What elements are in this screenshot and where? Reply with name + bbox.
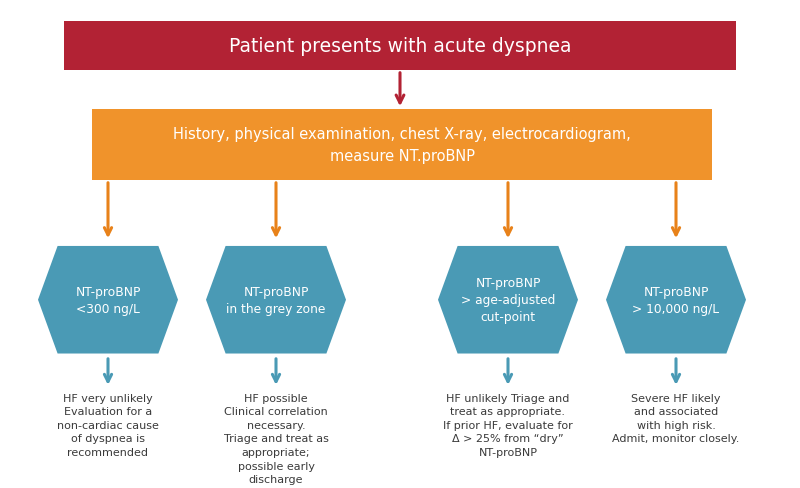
Text: NT-proBNP
<300 ng/L: NT-proBNP <300 ng/L: [75, 285, 141, 315]
Text: NT-proBNP
> age-adjusted
cut-point: NT-proBNP > age-adjusted cut-point: [461, 277, 555, 324]
Text: NT-proBNP
in the grey zone: NT-proBNP in the grey zone: [226, 285, 326, 315]
Polygon shape: [606, 246, 746, 354]
Text: History, physical examination, chest X-ray, electrocardiogram,
measure NT.proBNP: History, physical examination, chest X-r…: [173, 127, 631, 163]
Text: NT-proBNP
> 10,000 ng/L: NT-proBNP > 10,000 ng/L: [633, 285, 719, 315]
Text: Patient presents with acute dyspnea: Patient presents with acute dyspnea: [229, 37, 571, 56]
Text: HF very unlikely
Evaluation for a
non-cardiac cause
of dyspnea is
recommended: HF very unlikely Evaluation for a non-ca…: [57, 393, 159, 457]
FancyBboxPatch shape: [92, 110, 712, 181]
Polygon shape: [206, 246, 346, 354]
Text: HF unlikely Triage and
treat as appropriate.
If prior HF, evaluate for
Δ > 25% f: HF unlikely Triage and treat as appropri…: [443, 393, 573, 457]
Text: Severe HF likely
and associated
with high risk.
Admit, monitor closely.: Severe HF likely and associated with hig…: [612, 393, 740, 444]
FancyBboxPatch shape: [64, 22, 736, 71]
Polygon shape: [38, 246, 178, 354]
Text: HF possible
Clinical correlation
necessary.
Triage and treat as
appropriate;
pos: HF possible Clinical correlation necessa…: [223, 393, 329, 484]
Polygon shape: [438, 246, 578, 354]
